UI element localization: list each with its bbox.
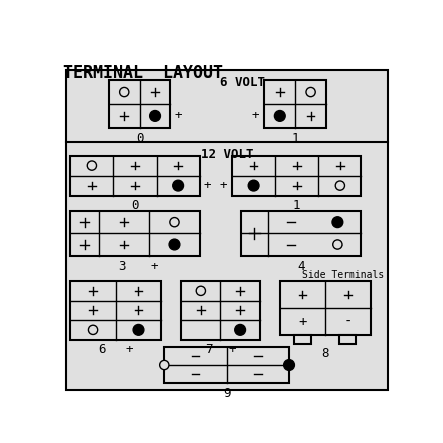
Circle shape bbox=[89, 325, 97, 334]
Circle shape bbox=[150, 110, 160, 121]
Bar bbox=[241, 211, 361, 256]
Circle shape bbox=[284, 360, 295, 370]
Bar bbox=[181, 281, 260, 340]
Text: 1: 1 bbox=[293, 199, 300, 213]
Circle shape bbox=[333, 240, 342, 249]
Text: Side Terminals: Side Terminals bbox=[302, 270, 385, 280]
Circle shape bbox=[87, 161, 97, 170]
Text: 7: 7 bbox=[205, 343, 213, 357]
Text: 6: 6 bbox=[98, 343, 106, 357]
Circle shape bbox=[173, 180, 183, 191]
Bar bbox=[70, 211, 200, 256]
Text: +: + bbox=[203, 179, 211, 192]
Circle shape bbox=[161, 362, 167, 368]
Bar bbox=[339, 335, 357, 344]
Circle shape bbox=[306, 87, 315, 97]
Circle shape bbox=[169, 239, 180, 250]
Circle shape bbox=[198, 288, 204, 294]
Text: +: + bbox=[298, 315, 307, 329]
Text: +: + bbox=[174, 109, 182, 122]
Text: +: + bbox=[252, 109, 259, 122]
Circle shape bbox=[274, 110, 285, 121]
Text: 8: 8 bbox=[322, 347, 329, 360]
Circle shape bbox=[120, 87, 129, 97]
Circle shape bbox=[90, 326, 96, 333]
Circle shape bbox=[159, 361, 169, 369]
Text: TERMINAL  LAYOUT: TERMINAL LAYOUT bbox=[62, 64, 223, 82]
Bar bbox=[264, 80, 326, 128]
Bar bbox=[294, 335, 311, 344]
Text: +: + bbox=[126, 343, 133, 357]
Text: +: + bbox=[219, 179, 227, 192]
Circle shape bbox=[170, 218, 179, 227]
Circle shape bbox=[332, 217, 343, 228]
Text: 3: 3 bbox=[118, 260, 126, 272]
Circle shape bbox=[196, 286, 206, 295]
Circle shape bbox=[121, 89, 128, 95]
Text: 6 VOLT: 6 VOLT bbox=[220, 76, 265, 89]
Text: 0: 0 bbox=[136, 132, 144, 145]
Text: -: - bbox=[344, 315, 352, 329]
Text: 12 VOLT: 12 VOLT bbox=[201, 148, 253, 161]
Bar bbox=[70, 155, 200, 196]
Circle shape bbox=[334, 241, 341, 248]
Circle shape bbox=[89, 162, 95, 169]
Text: 4: 4 bbox=[297, 260, 305, 272]
Circle shape bbox=[235, 324, 245, 335]
Circle shape bbox=[307, 89, 314, 95]
Circle shape bbox=[171, 219, 178, 225]
Text: +: + bbox=[229, 343, 236, 357]
Bar bbox=[70, 281, 161, 340]
Text: +: + bbox=[151, 260, 158, 272]
Bar bbox=[232, 155, 361, 196]
Bar bbox=[164, 347, 289, 383]
Circle shape bbox=[248, 180, 259, 191]
Circle shape bbox=[337, 183, 343, 189]
Bar bbox=[109, 80, 171, 128]
Text: 1: 1 bbox=[291, 132, 299, 145]
Text: 9: 9 bbox=[223, 387, 230, 400]
Circle shape bbox=[335, 181, 345, 190]
Bar bbox=[280, 281, 371, 335]
Text: 0: 0 bbox=[131, 199, 139, 213]
Circle shape bbox=[133, 324, 144, 335]
